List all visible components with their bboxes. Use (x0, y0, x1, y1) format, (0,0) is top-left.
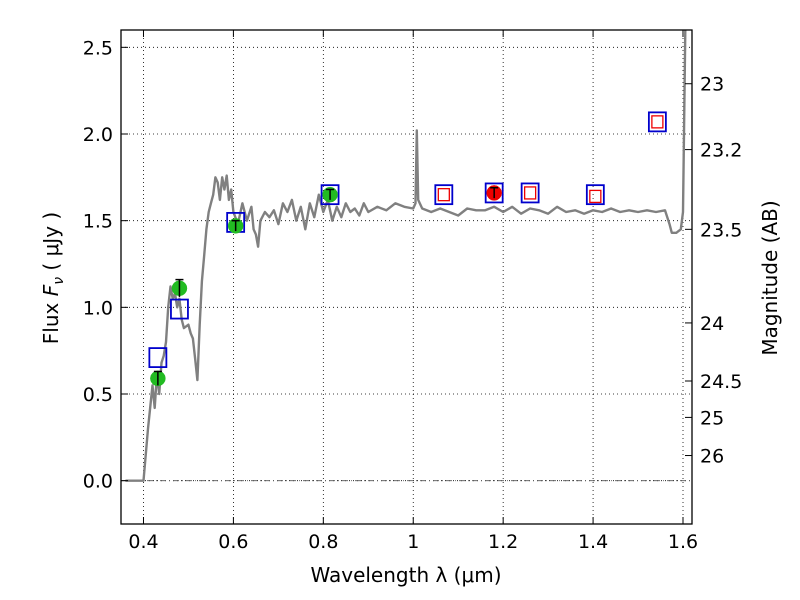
series-observed-infrared-limits (437, 115, 664, 204)
model-photometry-square (484, 182, 504, 204)
y-tick-label: 1.0 (83, 297, 113, 319)
series-model-spectrum (125, 30, 687, 482)
y2-tick-label: 23.5 (700, 219, 742, 241)
y-axis-label-subscript: ν (51, 277, 67, 285)
model-photometry-square (585, 184, 605, 206)
y-tick-label: 2.5 (83, 37, 113, 59)
series-model-photometry (148, 111, 667, 369)
model-photometry-square (647, 111, 667, 133)
model-photometry-square (170, 298, 189, 320)
upper-limit-square (589, 189, 602, 204)
y-tick-label: 2.0 (83, 124, 113, 146)
upper-limit-square (651, 115, 664, 129)
y2-tick-label: 25 (700, 407, 724, 429)
model-photometry-square (320, 184, 340, 206)
plot-area (125, 30, 687, 482)
upper-limit-square (437, 188, 450, 202)
x-tick-label: 1.2 (488, 531, 518, 553)
grid-lines (121, 30, 692, 524)
x-tick-label: 0.6 (218, 531, 248, 553)
model-photometry-square (520, 182, 540, 204)
y-axis-label: Flux Fν ( μJy ) (39, 212, 67, 344)
x-tick-label: 0.4 (128, 531, 158, 553)
y2-tick-label: 26 (700, 446, 724, 468)
series-observed-infrared (486, 185, 502, 201)
y2-tick-label: 24 (700, 313, 724, 335)
y2-tick-label: 23.2 (700, 140, 742, 162)
x-tick-label: 1.4 (578, 531, 608, 553)
x-axis-label: Wavelength λ (μm) (310, 563, 501, 587)
y-tick-label: 1.5 (83, 211, 113, 233)
y-tick-label: 0.0 (83, 471, 113, 493)
x-tick-label: 0.8 (308, 531, 338, 553)
plot-frame (120, 29, 693, 525)
x-tick-label: 1.6 (668, 531, 698, 553)
y2-axis-label: Magnitude (AB) (758, 200, 782, 355)
x-tick-label: 1 (407, 531, 419, 553)
model-photometry-square (434, 184, 454, 206)
spectrum-line (125, 30, 687, 482)
y-axis-label-prefix: Flux (39, 296, 63, 344)
axis-ticks: 0.4 0.6 0.8 1 1.2 1.4 1.6 0.0 0.5 1.0 1.5 2.0 2.5 23 2… (83, 30, 742, 553)
y2-tick-label: 24.5 (700, 371, 742, 393)
series-observed-optical (150, 186, 338, 387)
y-tick-label: 0.5 (83, 384, 113, 406)
model-photometry-square (148, 347, 168, 369)
y2-tick-label: 23 (700, 74, 724, 96)
upper-limit-square (523, 186, 537, 200)
y-axis-label-symbol: F (39, 284, 63, 296)
y-axis-label-suffix: ( μJy ) (39, 212, 63, 277)
